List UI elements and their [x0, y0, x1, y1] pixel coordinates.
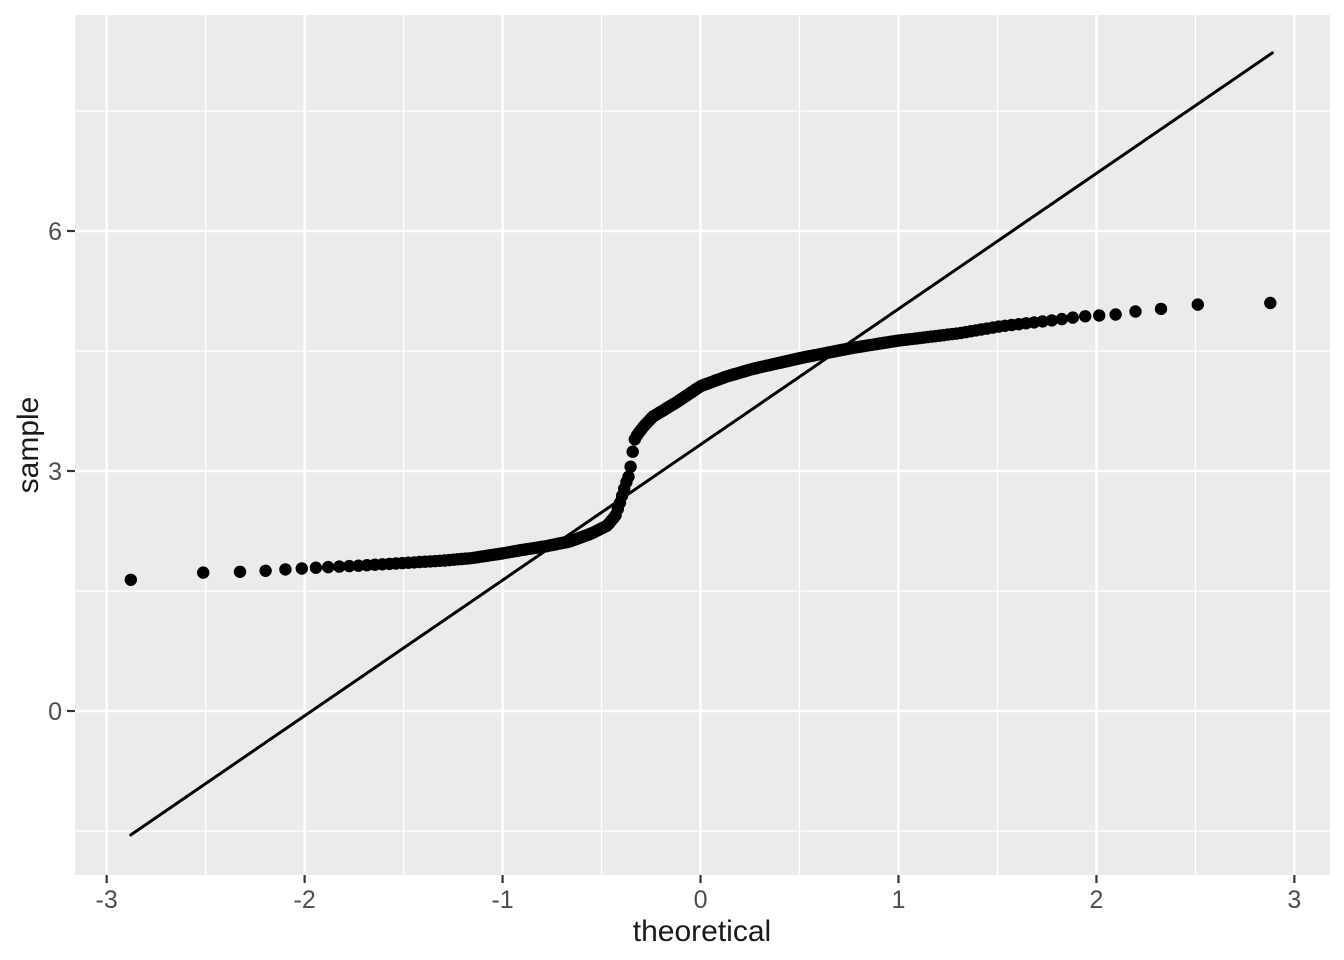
x-tick-label: -2	[294, 886, 316, 914]
y-tick-label: 0	[48, 698, 62, 726]
x-tick-label: -1	[491, 886, 513, 914]
y-axis-title: sample	[12, 397, 45, 494]
x-tick-label: 0	[694, 886, 708, 914]
qq-point	[1093, 309, 1106, 322]
y-tick-label: 3	[48, 458, 62, 486]
qq-point	[1109, 308, 1122, 321]
qq-point	[1129, 305, 1142, 318]
qq-point	[1154, 302, 1168, 316]
x-tick-label: -3	[96, 886, 118, 914]
qq-point	[1079, 310, 1092, 323]
qq-point	[124, 573, 137, 586]
x-tick-label: 2	[1089, 886, 1103, 914]
qq-point	[1264, 296, 1277, 310]
qq-point	[1036, 315, 1049, 328]
qq-point	[1055, 312, 1069, 326]
y-tick-label: 6	[48, 218, 62, 246]
x-tick-label: 1	[892, 886, 906, 914]
qq-point	[624, 460, 637, 473]
qq-point	[279, 563, 292, 576]
qq-point	[626, 445, 639, 458]
plot-panel-layer	[75, 15, 1330, 875]
qq-point	[1045, 314, 1059, 327]
qq-point	[197, 566, 210, 579]
x-axis-title: theoretical	[633, 915, 771, 948]
qq-point	[343, 559, 356, 573]
qq-point	[259, 564, 272, 577]
axis-layer: -3 -2 -1 0 1 2 3 0 3 6	[48, 218, 1301, 914]
qq-point	[1066, 311, 1080, 324]
qq-point	[233, 565, 247, 578]
qq-point	[333, 560, 346, 573]
reference-line	[129, 51, 1274, 837]
qq-point	[322, 560, 335, 574]
x-tick-label: 3	[1287, 886, 1301, 914]
qq-point	[1191, 298, 1205, 311]
qq-point	[309, 561, 323, 574]
qq-point	[295, 562, 308, 575]
qq-point	[622, 470, 635, 483]
